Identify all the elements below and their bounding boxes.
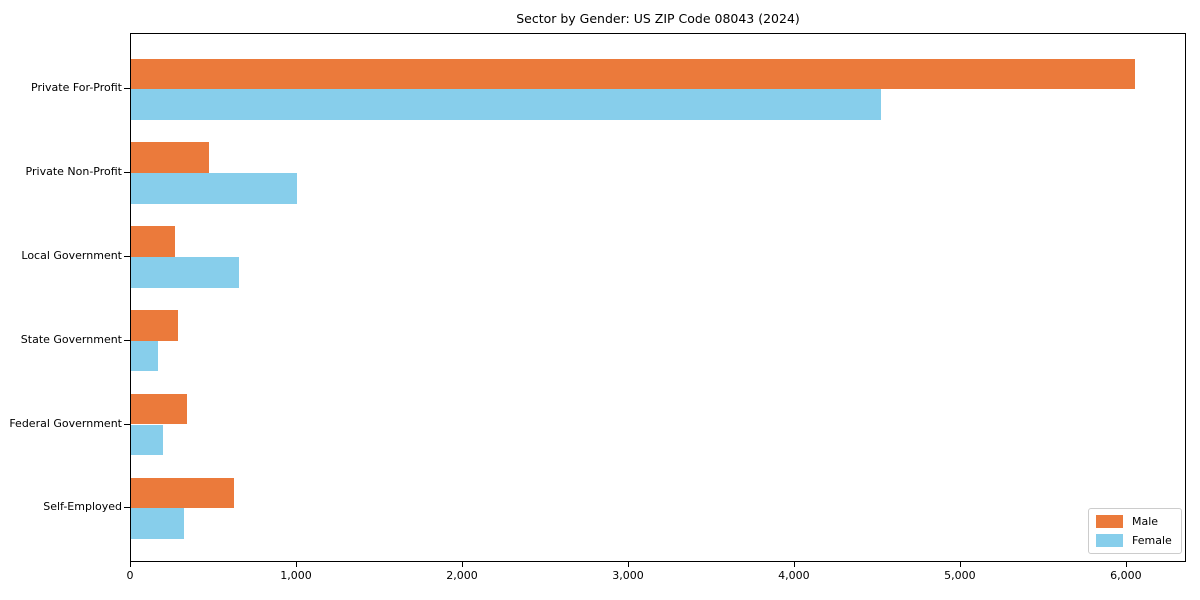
x-tick-mark	[1125, 562, 1127, 567]
bar-female-private-for-profit	[131, 89, 882, 121]
x-tick-mark	[130, 562, 131, 567]
x-tick-mark	[793, 562, 795, 567]
x-tick-label: 0	[126, 569, 134, 582]
bar-female-private-non-profit	[131, 173, 297, 204]
legend: Male Female	[1088, 508, 1182, 554]
bar-female-local-government	[131, 256, 239, 288]
y-axis-labels: Private For-Profit Private Non-Profit Loca…	[0, 33, 124, 562]
x-tick-mark	[462, 562, 463, 567]
bar-female-federal-government	[131, 424, 164, 456]
plot-area	[130, 33, 1186, 562]
legend-entry-male: Male	[1096, 515, 1173, 528]
y-tick-label-local-government: Local Government	[21, 248, 122, 262]
x-tick-label: 6,000	[1110, 569, 1142, 582]
y-tick-label-federal-government: Federal Government	[9, 416, 122, 430]
x-tick-mark	[628, 562, 629, 567]
bar-male-state-government	[131, 309, 179, 341]
legend-label-female: Female	[1132, 534, 1172, 547]
bar-female-state-government	[131, 340, 158, 372]
bar-female-self-employed	[131, 508, 185, 540]
bar-male-self-employed	[131, 477, 234, 509]
chart-title: Sector by Gender: US ZIP Code 08043 (202…	[516, 11, 800, 26]
legend-entry-female: Female	[1096, 534, 1173, 547]
x-tick-label: 3,000	[612, 569, 644, 582]
y-tick-label-state-government: State Government	[20, 332, 122, 346]
legend-swatch-male	[1096, 515, 1123, 528]
x-tick-label: 1,000	[280, 569, 312, 582]
legend-label-male: Male	[1132, 515, 1159, 528]
y-tick-label-self-employed: Self-Employed	[43, 500, 122, 514]
y-tick-label-private-non-profit: Private Non-Profit	[25, 165, 122, 179]
bar-male-local-government	[131, 226, 175, 257]
x-tick-label: 4,000	[778, 569, 810, 582]
x-tick-mark	[296, 562, 297, 567]
bar-male-private-for-profit	[131, 58, 1136, 90]
bar-male-private-non-profit	[131, 142, 209, 174]
x-tick-label: 5,000	[944, 569, 976, 582]
x-tick-mark	[959, 562, 961, 567]
y-tick-label-private-for-profit: Private For-Profit	[31, 81, 122, 95]
bar-male-federal-government	[131, 393, 188, 425]
x-tick-label: 2,000	[446, 569, 478, 582]
legend-swatch-female	[1096, 534, 1123, 547]
